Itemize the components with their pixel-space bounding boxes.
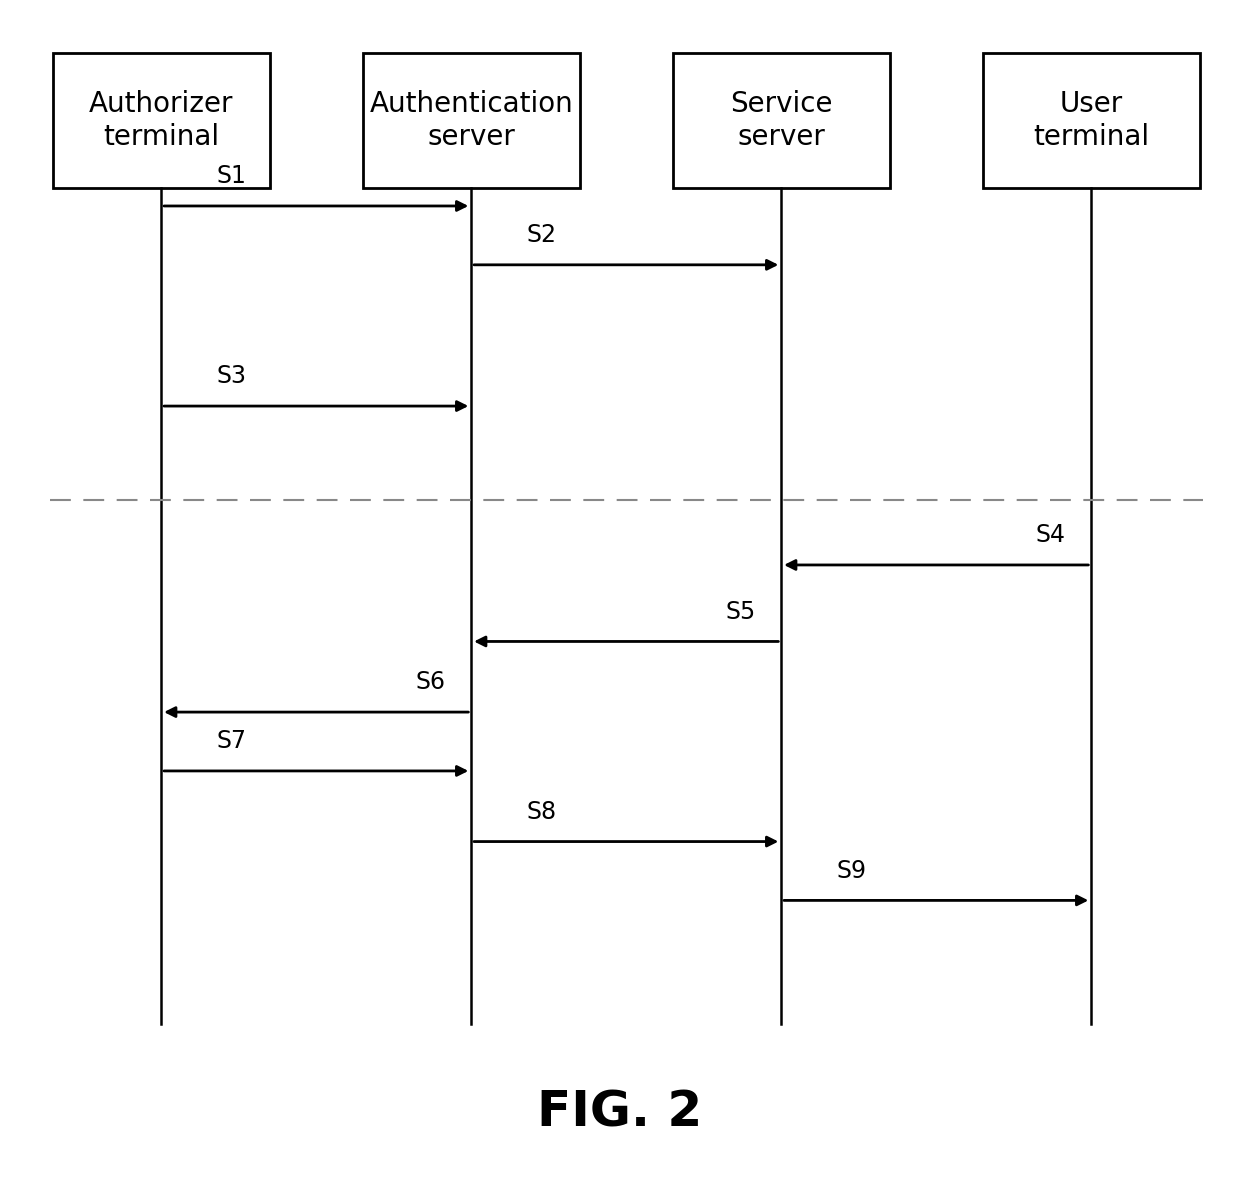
Text: S5: S5 bbox=[725, 600, 755, 624]
Text: Authentication
server: Authentication server bbox=[370, 91, 573, 151]
Text: S7: S7 bbox=[217, 730, 247, 753]
Text: S8: S8 bbox=[527, 800, 557, 824]
Text: User
terminal: User terminal bbox=[1033, 91, 1149, 151]
Text: Authorizer
terminal: Authorizer terminal bbox=[89, 91, 233, 151]
Text: Service
server: Service server bbox=[730, 91, 832, 151]
FancyBboxPatch shape bbox=[982, 53, 1200, 188]
FancyBboxPatch shape bbox=[672, 53, 890, 188]
Text: S3: S3 bbox=[217, 365, 247, 388]
Text: S1: S1 bbox=[217, 165, 247, 188]
FancyBboxPatch shape bbox=[362, 53, 579, 188]
Text: S9: S9 bbox=[837, 859, 867, 883]
FancyBboxPatch shape bbox=[53, 53, 270, 188]
Text: S6: S6 bbox=[415, 671, 445, 694]
Text: FIG. 2: FIG. 2 bbox=[537, 1089, 703, 1136]
Text: S4: S4 bbox=[1035, 524, 1065, 547]
Text: S2: S2 bbox=[527, 224, 557, 247]
